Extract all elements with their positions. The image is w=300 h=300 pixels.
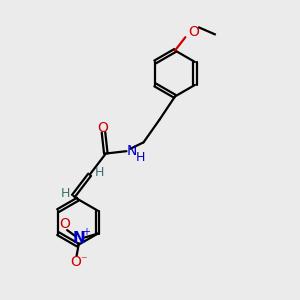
Text: N: N [127,144,137,158]
Text: H: H [61,187,70,200]
Text: O: O [59,217,70,231]
Text: N: N [73,231,86,246]
Text: +: + [82,227,90,237]
Text: O: O [97,121,108,135]
Text: O: O [188,25,199,39]
Text: O: O [70,256,81,269]
Text: H: H [94,166,104,179]
Text: ⁻: ⁻ [80,254,86,267]
Text: H: H [135,151,145,164]
